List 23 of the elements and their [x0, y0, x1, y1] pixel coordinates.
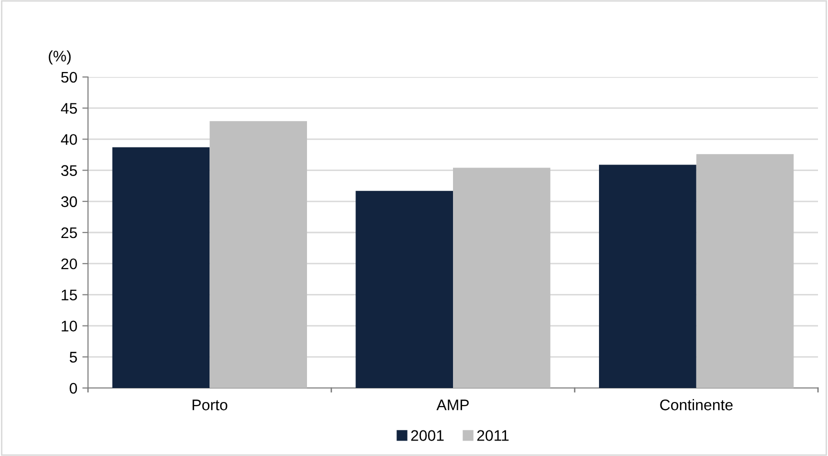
x-tick-label: Porto — [192, 400, 228, 410]
y-tick-label: 35 — [61, 165, 77, 176]
legend-label: 2011 — [477, 430, 509, 441]
y-axis-title: (%) — [48, 50, 71, 65]
x-tick-label: Continente — [660, 399, 733, 410]
y-tick-label: 5 — [70, 352, 77, 363]
bar — [112, 147, 210, 388]
bar — [599, 164, 696, 388]
bar — [453, 168, 550, 388]
bar — [696, 154, 794, 388]
bar — [356, 190, 453, 388]
y-tick-label: 10 — [62, 320, 77, 332]
x-tick-label: AMP — [436, 400, 469, 410]
y-tick-label: 45 — [60, 103, 77, 114]
y-tick-label: 40 — [60, 134, 77, 145]
y-tick-label: 25 — [61, 227, 77, 238]
y-tick-label: 15 — [62, 290, 77, 300]
legend-label: 2001 — [411, 430, 444, 441]
y-tick-label: 0 — [70, 382, 77, 394]
y-tick-label: 30 — [61, 196, 77, 208]
y-tick-label: 50 — [61, 72, 77, 83]
bar — [210, 121, 307, 388]
y-tick-label: 20 — [61, 258, 77, 270]
